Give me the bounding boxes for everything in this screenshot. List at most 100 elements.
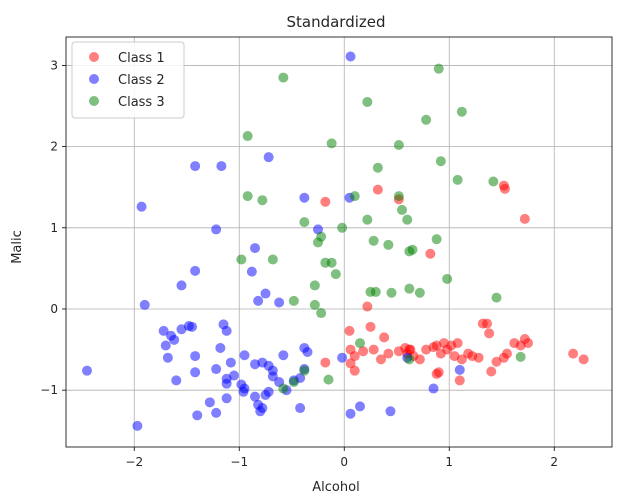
data-point xyxy=(274,297,285,308)
data-point xyxy=(452,338,463,349)
data-point xyxy=(358,346,369,357)
data-point xyxy=(246,266,257,277)
data-point xyxy=(330,269,341,280)
data-point xyxy=(383,239,394,250)
data-point xyxy=(158,325,169,336)
data-point xyxy=(204,397,215,408)
series-1 xyxy=(320,180,589,386)
data-point xyxy=(169,334,180,345)
data-point xyxy=(393,191,404,202)
data-point xyxy=(383,348,394,359)
data-point xyxy=(225,357,236,368)
data-point xyxy=(515,351,526,362)
x-tick-label: 1 xyxy=(445,455,453,469)
x-tick-label: 0 xyxy=(340,455,348,469)
data-point xyxy=(221,325,232,336)
y-axis-label: Malic xyxy=(10,230,25,264)
data-point xyxy=(568,348,579,359)
data-point xyxy=(257,195,268,206)
data-point xyxy=(229,370,239,381)
data-point xyxy=(372,184,383,195)
data-point xyxy=(454,364,465,375)
data-point xyxy=(365,321,376,332)
data-point xyxy=(278,350,289,361)
data-point xyxy=(160,340,171,351)
data-point xyxy=(176,280,187,291)
legend-label: Class 2 xyxy=(118,73,165,88)
data-point xyxy=(491,356,502,367)
data-point xyxy=(278,383,289,394)
data-point xyxy=(162,352,173,363)
x-axis-label: Alcohol xyxy=(312,480,359,495)
legend-label: Class 3 xyxy=(118,95,165,110)
data-point xyxy=(132,420,143,431)
data-point xyxy=(499,183,510,194)
data-point xyxy=(221,393,232,404)
data-point xyxy=(368,235,379,246)
x-tick-label: 2 xyxy=(550,455,558,469)
data-point xyxy=(376,354,386,365)
data-point xyxy=(349,191,360,202)
data-point xyxy=(428,383,439,394)
data-point xyxy=(404,283,415,294)
series-3 xyxy=(236,63,526,394)
data-point xyxy=(456,106,467,117)
data-point xyxy=(323,374,334,385)
y-tick-label: −1 xyxy=(40,383,58,397)
data-point xyxy=(309,299,320,310)
data-point xyxy=(421,114,432,125)
data-point xyxy=(502,348,512,359)
data-point xyxy=(190,367,201,378)
legend-label: Class 1 xyxy=(118,51,165,66)
data-point xyxy=(238,386,249,397)
data-point xyxy=(263,152,274,163)
data-point xyxy=(368,344,379,355)
data-point xyxy=(299,192,310,203)
data-point xyxy=(372,162,383,173)
data-point xyxy=(414,287,425,298)
data-point xyxy=(267,254,278,265)
data-point xyxy=(482,318,493,329)
data-point xyxy=(454,375,465,386)
data-point xyxy=(190,265,201,276)
data-points xyxy=(82,51,589,431)
data-point xyxy=(139,299,150,310)
data-point xyxy=(337,352,348,363)
data-point xyxy=(187,321,197,332)
data-point xyxy=(299,365,310,376)
data-point xyxy=(452,174,463,185)
data-point xyxy=(442,273,453,284)
data-point xyxy=(370,286,381,297)
data-point xyxy=(299,217,310,228)
data-point xyxy=(393,139,404,150)
data-point xyxy=(288,377,299,388)
data-point xyxy=(337,222,348,233)
legend-box xyxy=(71,41,185,119)
data-point xyxy=(345,408,356,419)
data-point xyxy=(250,391,260,402)
data-point xyxy=(345,51,356,62)
data-point xyxy=(236,254,247,265)
y-tick-label: 2 xyxy=(50,140,58,154)
data-point xyxy=(362,96,373,107)
data-point xyxy=(216,161,227,172)
data-point xyxy=(425,248,436,259)
y-tick-label: 3 xyxy=(50,58,58,72)
legend-marker xyxy=(89,96,99,106)
data-point xyxy=(260,288,271,299)
data-point xyxy=(320,196,331,207)
data-point xyxy=(578,354,589,365)
chart-title: Standardized xyxy=(286,13,385,31)
data-point xyxy=(523,338,533,349)
data-point xyxy=(326,257,337,268)
data-point xyxy=(435,156,446,167)
legend: Class 1 Class 2 Class 3 xyxy=(71,41,185,119)
data-point xyxy=(242,131,253,142)
data-point xyxy=(295,403,306,414)
data-point xyxy=(431,234,442,245)
data-point xyxy=(190,161,201,172)
data-point xyxy=(407,244,418,255)
data-point xyxy=(221,378,232,389)
data-point xyxy=(190,351,201,362)
